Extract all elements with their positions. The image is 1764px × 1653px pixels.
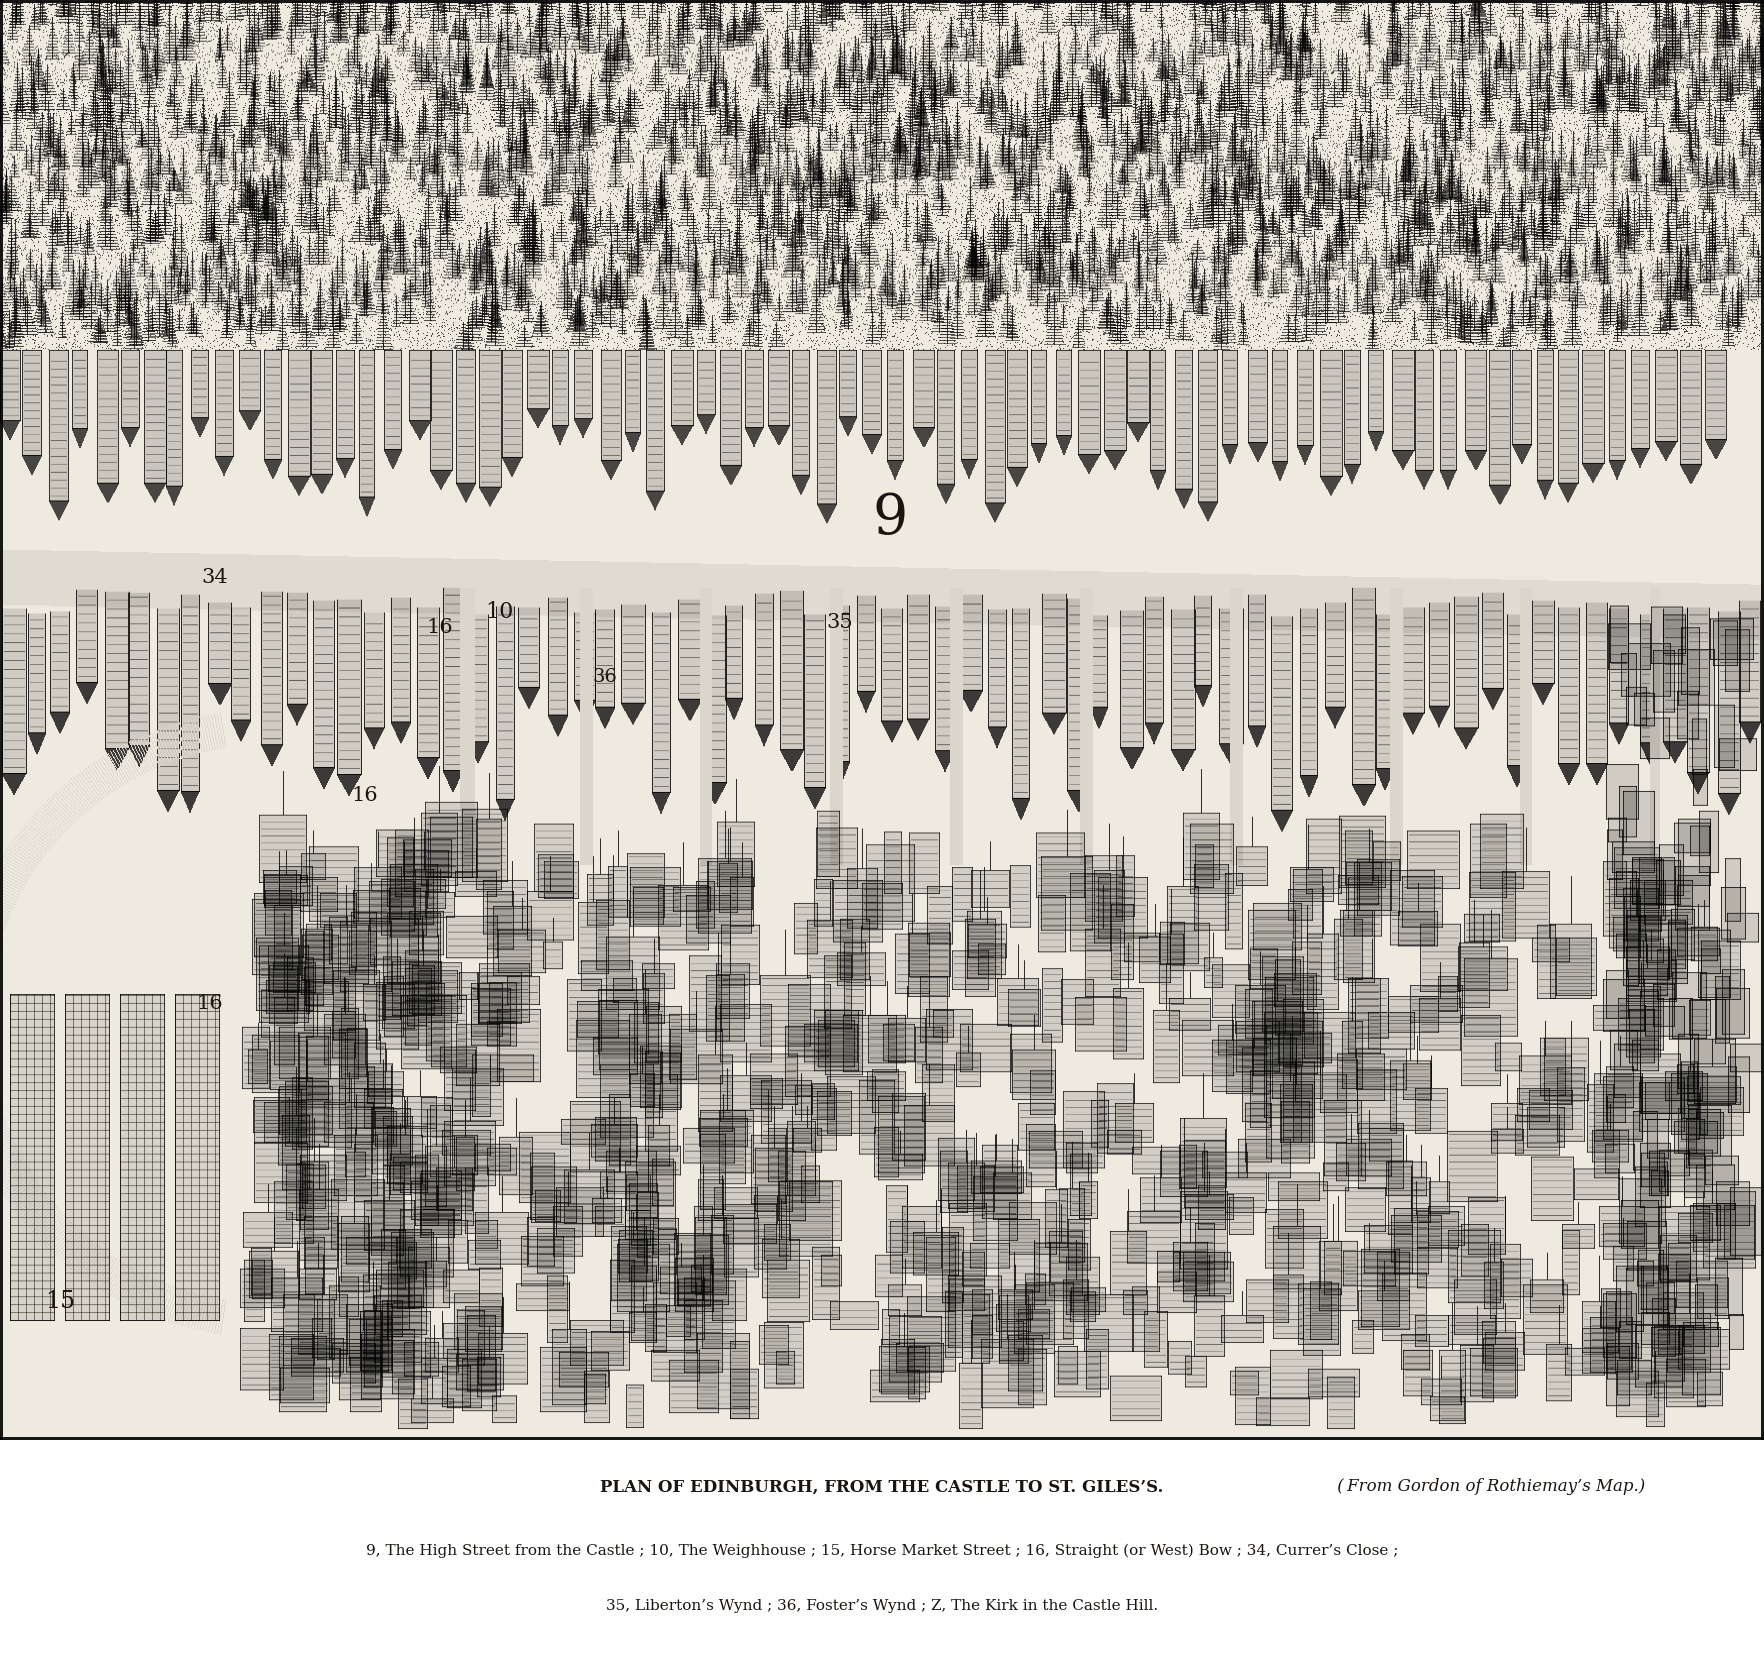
Text: 10: 10 xyxy=(485,602,513,623)
Text: 16: 16 xyxy=(427,618,453,636)
Text: 36: 36 xyxy=(593,668,617,686)
Text: 35, Liberton’s Wynd ; 36, Foster’s Wynd ; Z, The Kirk in the Castle Hill.: 35, Liberton’s Wynd ; 36, Foster’s Wynd … xyxy=(607,1598,1157,1613)
Text: PLAN OF EDINBURGH, FROM THE CASTLE TO ST. GILES’S.: PLAN OF EDINBURGH, FROM THE CASTLE TO ST… xyxy=(600,1478,1164,1496)
Text: 16: 16 xyxy=(351,787,377,805)
Text: 15: 15 xyxy=(44,1289,76,1312)
Text: 9: 9 xyxy=(873,491,908,545)
Text: ( From Gordon of Rothiemay’s Map.): ( From Gordon of Rothiemay’s Map.) xyxy=(1332,1478,1646,1496)
Text: 16: 16 xyxy=(198,993,224,1013)
Text: 9, The High Street from the Castle ; 10, The Weighhouse ; 15, Horse Market Stree: 9, The High Street from the Castle ; 10,… xyxy=(365,1544,1399,1557)
Text: 35: 35 xyxy=(827,613,854,631)
Text: 34: 34 xyxy=(201,569,228,587)
